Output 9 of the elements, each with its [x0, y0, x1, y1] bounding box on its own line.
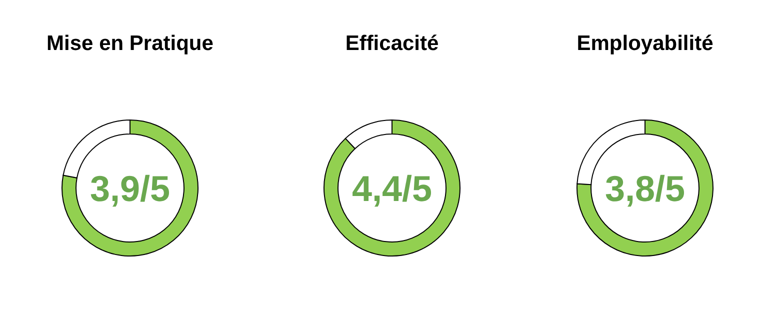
- chart-title: Efficacité: [345, 32, 439, 55]
- donut-slice: [62, 120, 198, 256]
- donut-slice: [576, 120, 714, 256]
- text: 3,8/5: [604, 168, 686, 209]
- text: 3,9/5: [90, 168, 170, 209]
- donut-slice: [324, 120, 460, 256]
- chart-title: Employabilité: [576, 32, 714, 55]
- text: 4,4/5: [352, 168, 432, 209]
- chart-title: Mise en Pratique: [46, 32, 214, 55]
